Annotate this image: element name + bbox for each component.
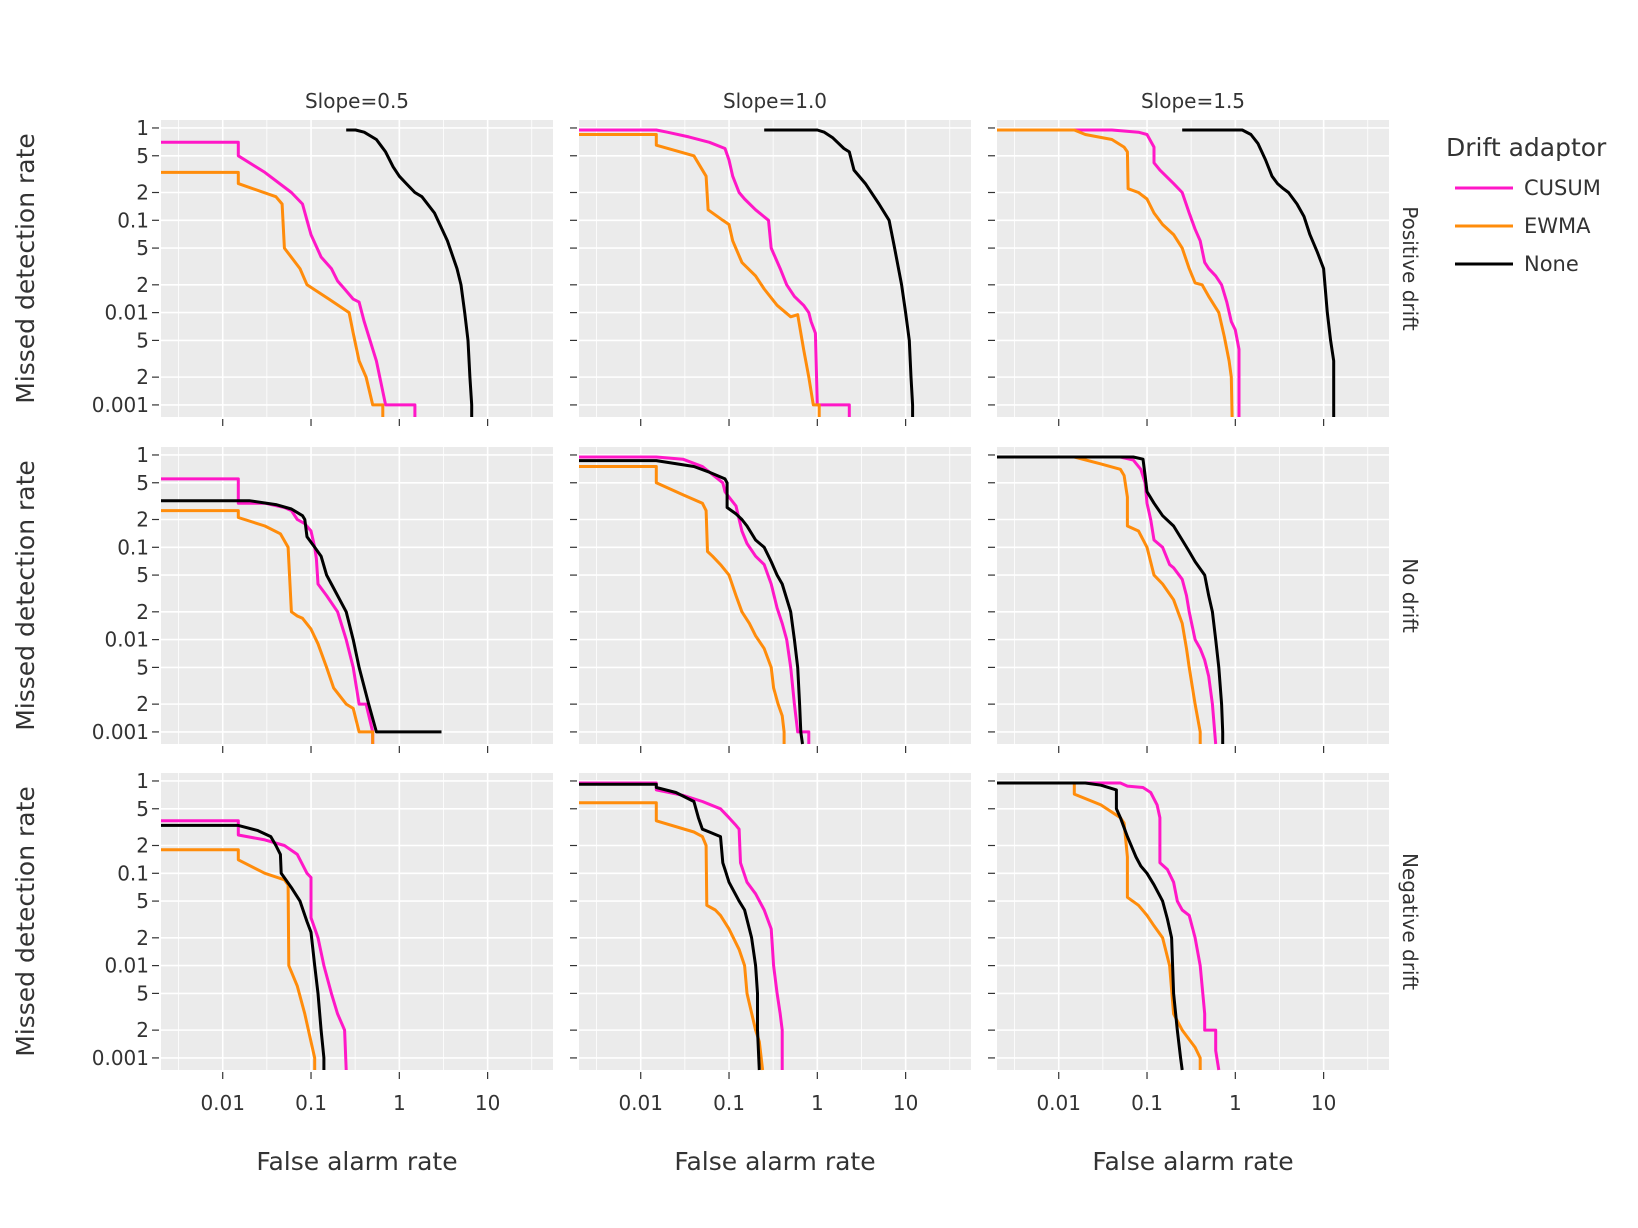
- y-tick-label: 5: [136, 981, 149, 1005]
- facet-panel: 1 5 2 0.1 5 2 0.01 5 2 0.001: [92, 443, 553, 753]
- x-tick-label: 10: [475, 1091, 500, 1115]
- series-line-cusum: [997, 128, 1241, 417]
- series-line-none: [579, 782, 761, 1071]
- series-line-ewma: [997, 128, 1234, 418]
- panel-background: [161, 120, 553, 417]
- column-strip-label: Slope=1.0: [723, 89, 827, 113]
- x-tick-label: 1: [1229, 1091, 1242, 1115]
- series-line-cusum: [579, 128, 851, 417]
- series-line-cusum: [997, 455, 1218, 745]
- x-tick-label: 0.01: [200, 1091, 245, 1115]
- y-tick-label: 2: [136, 181, 149, 205]
- panel-background: [579, 773, 971, 1070]
- series-line-none: [346, 128, 474, 417]
- y-tick-label: 0.01: [104, 954, 149, 978]
- legend-label-ewma: EWMA: [1524, 214, 1591, 238]
- y-tick-label: 2: [136, 1018, 149, 1042]
- series-line-ewma: [161, 170, 385, 417]
- y-tick-label: 0.01: [104, 628, 149, 652]
- series-line-ewma: [997, 455, 1202, 744]
- series-line-cusum: [161, 819, 348, 1071]
- series-line-ewma: [579, 465, 786, 744]
- series-line-ewma: [161, 848, 317, 1070]
- facet-panel: [570, 120, 971, 426]
- y-tick-label: 5: [136, 144, 149, 168]
- legend: Drift adaptor CUSUM EWMA None: [1446, 133, 1607, 276]
- y-tick-label: 0.001: [92, 720, 149, 744]
- y-tick-label: 2: [136, 600, 149, 624]
- series-line-none: [997, 781, 1184, 1071]
- y-axis-title: Missed detection rate: [11, 133, 40, 404]
- facet-panel: 0.01 0.1 1 10: [988, 773, 1389, 1115]
- panel-background: [161, 773, 553, 1070]
- x-tick-label: 0.01: [618, 1091, 663, 1115]
- legend-label-cusum: CUSUM: [1524, 176, 1601, 200]
- facet-panel: 1 5 2 0.1 5 2 0.01 5 2 0.001: [92, 116, 553, 426]
- series-line-none: [161, 499, 442, 734]
- facet-panel: 1 5 2 0.1 5 2 0.01 5 2 0.001 0.01 0.1 1 10: [92, 769, 553, 1115]
- facet-panel: [988, 120, 1389, 426]
- row-strip-label: Negative drift: [1398, 853, 1422, 990]
- y-tick-label: 5: [136, 797, 149, 821]
- legend-title: Drift adaptor: [1446, 133, 1607, 162]
- y-axis-title: Missed detection rate: [11, 786, 40, 1057]
- y-tick-label: 0.1: [117, 535, 149, 559]
- y-tick-label: 5: [136, 655, 149, 679]
- x-tick-label: 0.01: [1036, 1091, 1081, 1115]
- y-tick-label: 0.001: [92, 1046, 149, 1070]
- y-tick-label: 5: [136, 236, 149, 260]
- y-tick-label: 1: [136, 769, 149, 793]
- legend-label-none: None: [1524, 252, 1579, 276]
- y-tick-label: 5: [136, 889, 149, 913]
- series-line-none: [997, 455, 1225, 744]
- y-axis-title: Missed detection rate: [11, 460, 40, 731]
- x-tick-label: 0.1: [1131, 1091, 1163, 1115]
- y-tick-label: 5: [136, 563, 149, 587]
- x-tick-label: 0.1: [713, 1091, 745, 1115]
- x-tick-label: 0.1: [295, 1091, 327, 1115]
- series-line-none: [579, 459, 804, 745]
- y-tick-label: 0.01: [104, 301, 149, 325]
- series-line-ewma: [161, 509, 375, 744]
- series-line-none: [161, 823, 326, 1070]
- y-tick-label: 0.1: [117, 208, 149, 232]
- x-tick-label: 1: [811, 1091, 824, 1115]
- x-axis-title: False alarm rate: [1092, 1147, 1293, 1176]
- facet-panel: [988, 447, 1389, 753]
- x-axis-title: False alarm rate: [674, 1147, 875, 1176]
- y-tick-label: 0.001: [92, 393, 149, 417]
- y-tick-label: 5: [136, 471, 149, 495]
- y-tick-label: 2: [136, 834, 149, 858]
- series-line-none: [764, 128, 915, 417]
- row-strip-label: Positive drift: [1398, 206, 1422, 331]
- y-tick-label: 5: [136, 328, 149, 352]
- y-tick-label: 1: [136, 116, 149, 140]
- column-strip-label: Slope=1.5: [1141, 89, 1245, 113]
- series-line-none: [1182, 128, 1336, 417]
- facet-panel: [570, 447, 971, 753]
- column-strip-label: Slope=0.5: [305, 89, 409, 113]
- x-tick-label: 10: [893, 1091, 918, 1115]
- y-tick-label: 2: [136, 692, 149, 716]
- x-axis-title: False alarm rate: [256, 1147, 457, 1176]
- y-tick-label: 2: [136, 508, 149, 532]
- x-tick-label: 10: [1311, 1091, 1336, 1115]
- panel-background: [997, 120, 1389, 417]
- y-tick-label: 1: [136, 443, 149, 467]
- series-line-ewma: [579, 801, 765, 1071]
- series-line-cusum: [161, 140, 417, 417]
- x-tick-label: 1: [393, 1091, 406, 1115]
- series-line-cusum: [997, 781, 1221, 1071]
- y-tick-label: 2: [136, 273, 149, 297]
- series-line-ewma: [579, 133, 821, 417]
- series-line-ewma: [997, 781, 1202, 1070]
- row-strip-label: No drift: [1398, 558, 1422, 633]
- y-tick-label: 0.1: [117, 861, 149, 885]
- panel-background: [997, 773, 1389, 1070]
- y-tick-label: 2: [136, 926, 149, 950]
- facet-panel: 0.01 0.1 1 10: [570, 773, 971, 1115]
- y-tick-label: 2: [136, 365, 149, 389]
